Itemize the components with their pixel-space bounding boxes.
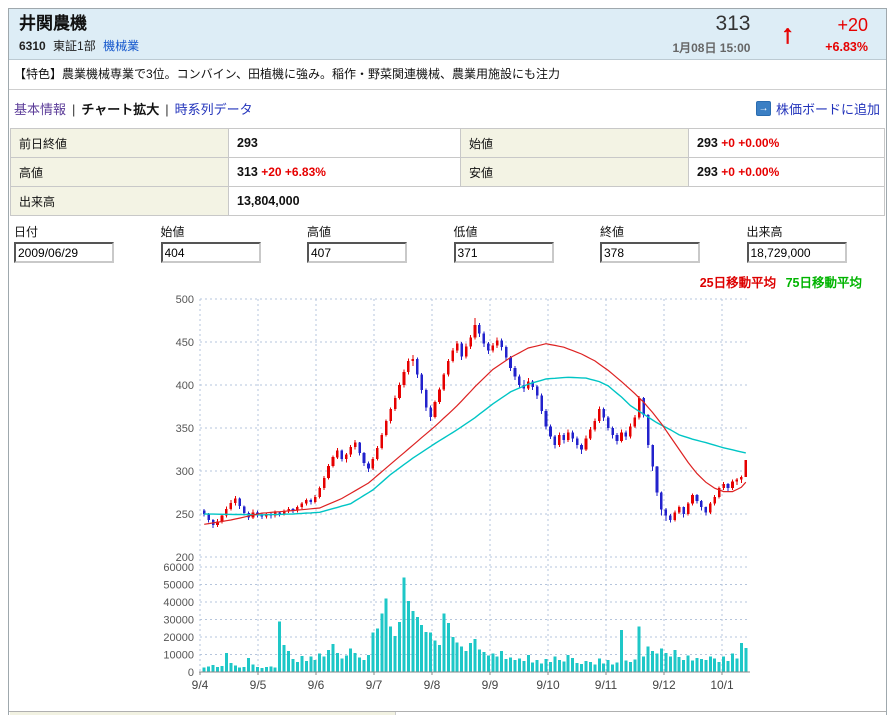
- ma75-legend-label: 75日移動平均: [785, 276, 862, 290]
- svg-text:450: 450: [176, 337, 194, 349]
- quote-summary-table: 前日終値 293 始値 293 +0 +0.00% 高値 313 +20 +6.83% 安値…: [10, 128, 885, 216]
- open-input[interactable]: [160, 242, 261, 263]
- ma-legend: 25日移動平均 75日移動平均: [9, 272, 886, 290]
- field-low: 低値: [453, 223, 594, 263]
- ohlc-readout-form: 日付 始値 高値 低値 終値 出来高: [9, 223, 886, 271]
- quote-value: 13,804,000: [228, 186, 885, 216]
- current-price: 313: [715, 12, 751, 35]
- quote-table-row: 高値 313 +20 +6.83% 安値 293 +0 +0.00%: [10, 157, 885, 187]
- stock-market: 東証1部: [53, 39, 96, 53]
- svg-text:10/1: 10/1: [710, 678, 734, 692]
- low-input[interactable]: [453, 242, 554, 263]
- date-input[interactable]: [14, 242, 114, 263]
- add-to-board[interactable]: → 株価ボードに追加: [755, 99, 880, 118]
- stock-subtitle: 6310 東証1部 機械業: [19, 37, 139, 54]
- stock-header: 井関農機 6310 東証1部 機械業 313 1月08日 15:00 ↑ +20…: [9, 9, 886, 59]
- svg-text:10000: 10000: [163, 650, 194, 662]
- nav-separator: |: [72, 102, 76, 117]
- svg-text:0: 0: [188, 667, 194, 679]
- field-close: 終値: [600, 223, 740, 263]
- field-date: 日付: [14, 223, 154, 263]
- price-up-arrow-icon: ↑: [780, 18, 795, 49]
- quote-value: 293 +0 +0.00%: [688, 157, 885, 187]
- svg-text:9/11: 9/11: [595, 678, 618, 692]
- svg-text:200: 200: [176, 552, 194, 564]
- nav-separator: |: [165, 102, 169, 117]
- quote-value: 313 +20 +6.83%: [228, 157, 461, 187]
- quote-change: +0 +0.00%: [717, 165, 780, 179]
- company-feature-text: 【特色】農業機械専業で3位。コンバイン、田植機に強み。稲作・野菜関連機械、農業用…: [9, 59, 886, 89]
- field-high: 高値: [307, 223, 447, 263]
- add-to-board-link[interactable]: 株価ボードに追加: [775, 102, 880, 117]
- svg-text:50000: 50000: [163, 580, 194, 592]
- page-title: 井関農機: [19, 14, 87, 33]
- quote-change: +0 +0.00%: [717, 136, 780, 150]
- quote-label: 安値: [460, 157, 689, 187]
- quote-change: +20 +6.83%: [257, 165, 326, 179]
- quote-label: 高値: [10, 157, 229, 187]
- nav-item-time-series[interactable]: 時系列データ: [174, 102, 253, 117]
- svg-text:9/8: 9/8: [424, 678, 441, 692]
- field-label-high: 高値: [307, 225, 332, 239]
- svg-text:20000: 20000: [163, 632, 194, 644]
- nav-item-basic-info[interactable]: 基本情報: [14, 102, 67, 117]
- volume-input[interactable]: [746, 242, 847, 263]
- svg-text:9/7: 9/7: [366, 678, 383, 692]
- svg-text:9/6: 9/6: [308, 678, 325, 692]
- svg-text:9/4: 9/4: [192, 678, 209, 692]
- svg-text:40000: 40000: [163, 597, 194, 609]
- svg-text:30000: 30000: [163, 615, 194, 627]
- close-input[interactable]: [600, 242, 700, 263]
- price-volume-chart[interactable]: 500 450 400 350 300 250 200 60000 50000 40000 3000…: [9, 289, 886, 711]
- stock-code: 6310: [19, 39, 46, 53]
- svg-text:9/9: 9/9: [482, 678, 499, 692]
- field-open: 始値: [160, 223, 301, 263]
- quote-value: 293: [228, 128, 461, 158]
- cutoff-label-cell: [10, 712, 396, 715]
- cutoff-table-row: [9, 711, 886, 715]
- svg-text:250: 250: [176, 509, 194, 521]
- svg-text:9/5: 9/5: [250, 678, 267, 692]
- stock-quote-page: 井関農機 6310 東証1部 機械業 313 1月08日 15:00 ↑ +20…: [8, 8, 887, 715]
- field-label-open: 始値: [160, 225, 185, 239]
- quote-value: 293 +0 +0.00%: [688, 128, 885, 158]
- field-label-low: 低値: [453, 225, 478, 239]
- svg-text:9/12: 9/12: [652, 678, 676, 692]
- field-label-date: 日付: [14, 225, 39, 239]
- quote-label: 前日終値: [10, 128, 229, 158]
- price-change-percent: +6.83%: [825, 40, 868, 54]
- ma25-legend-label: 25日移動平均: [699, 276, 777, 290]
- quote-label: 出来高: [10, 186, 229, 216]
- nav-row: 基本情報 | チャート拡大 | 時系列データ → 株価ボードに追加: [9, 89, 886, 127]
- svg-text:300: 300: [176, 466, 194, 478]
- quote-timestamp: 1月08日 15:00: [672, 41, 751, 55]
- price-change: +20: [837, 15, 868, 35]
- field-volume: 出来高: [746, 223, 887, 263]
- quote-table-row: 前日終値 293 始値 293 +0 +0.00%: [10, 128, 885, 158]
- quote-label: 始値: [460, 128, 689, 158]
- svg-text:500: 500: [176, 294, 194, 306]
- svg-text:9/10: 9/10: [536, 678, 560, 692]
- field-label-volume: 出来高: [746, 225, 783, 239]
- quote-table-row: 出来高 13,804,000: [10, 186, 885, 216]
- nav-item-chart-expand: チャート拡大: [81, 102, 160, 117]
- field-label-close: 終値: [600, 225, 625, 239]
- nav-links: 基本情報 | チャート拡大 | 時系列データ: [14, 99, 253, 118]
- price-summary: 313 1月08日 15:00 ↑ +20 +6.83%: [672, 9, 886, 59]
- add-to-board-icon: →: [755, 101, 771, 116]
- stock-identity: 井関農機 6310 東証1部 機械業: [9, 9, 139, 59]
- svg-text:60000: 60000: [163, 562, 194, 574]
- industry-link[interactable]: 機械業: [103, 39, 140, 53]
- svg-text:400: 400: [176, 380, 194, 392]
- high-input[interactable]: [307, 242, 407, 263]
- svg-text:350: 350: [176, 423, 194, 435]
